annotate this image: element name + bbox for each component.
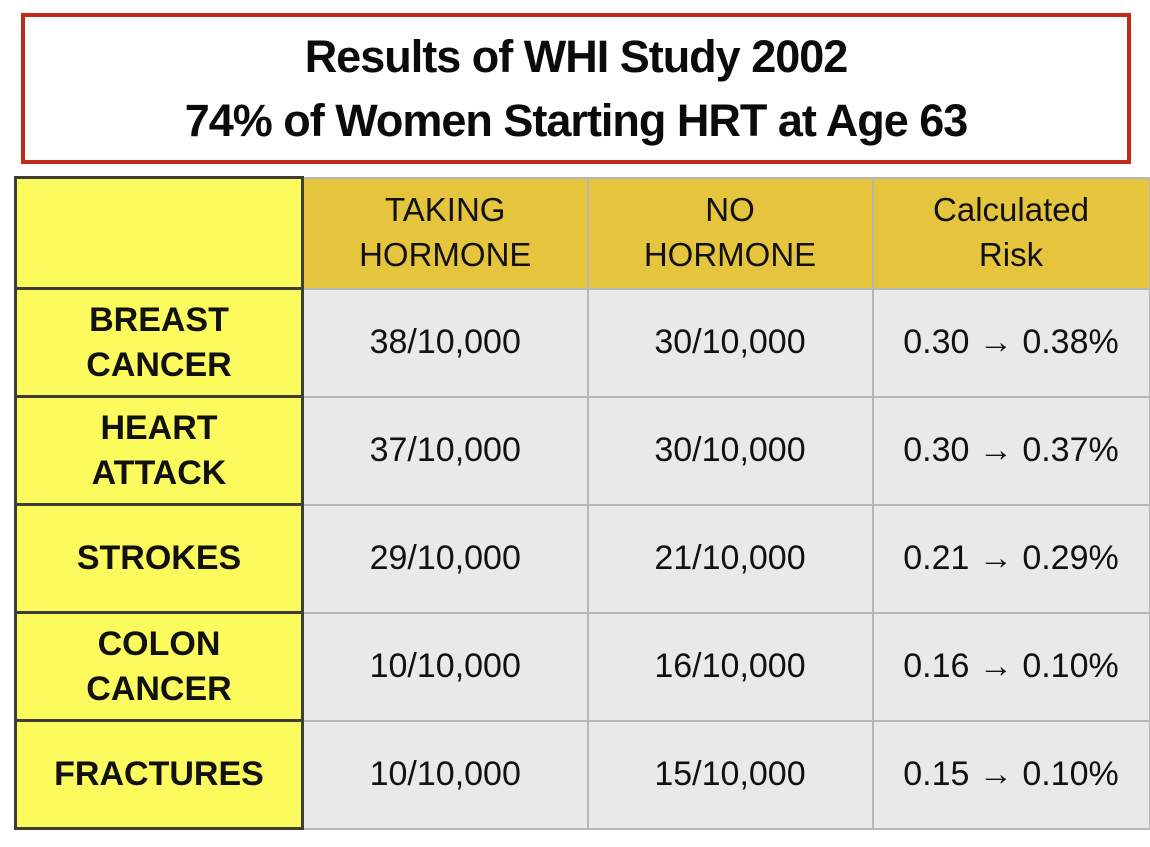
column-header-calculated-risk: Calculated Risk: [871, 176, 1150, 290]
column-header-taking-hormone-label: TAKING HORMONE: [359, 191, 532, 273]
calculated-risk-value: 0.30 → 0.37%: [871, 395, 1150, 506]
row-label-text: BREAST CANCER: [86, 300, 232, 384]
column-header-calculated-risk-label: Calculated Risk: [933, 191, 1089, 273]
taking-hormone-value: 10/10,000: [301, 719, 589, 830]
row-label-text: STROKES: [76, 539, 242, 578]
row-label-text: COLON CANCER: [86, 624, 232, 708]
title-line-2: 74% of Women Starting HRT at Age 63: [184, 94, 969, 146]
row-label: BREAST CANCER: [14, 287, 304, 398]
calculated-risk-value: 0.30 → 0.38%: [871, 287, 1150, 398]
results-table: TAKING HORMONE NO HORMONE Calculated Ris…: [14, 176, 1150, 830]
no-hormone-value: 16/10,000: [586, 611, 874, 722]
title-line-1: Results of WHI Study 2002: [304, 30, 849, 82]
column-header-taking-hormone: TAKING HORMONE: [301, 176, 589, 290]
title-box: Results of WHI Study 2002 74% of Women S…: [21, 13, 1131, 164]
no-hormone-value: 30/10,000: [586, 287, 874, 398]
taking-hormone-value: 10/10,000: [301, 611, 589, 722]
calculated-risk-value: 0.21 → 0.29%: [871, 503, 1150, 614]
taking-hormone-value: 29/10,000: [301, 503, 589, 614]
table-row-heart-attack: HEART ATTACK 37/10,000 30/10,000 0.30 → …: [14, 395, 1150, 506]
header-row: TAKING HORMONE NO HORMONE Calculated Ris…: [14, 176, 1150, 290]
row-label-text: HEART ATTACK: [91, 408, 227, 492]
row-label: HEART ATTACK: [14, 395, 304, 506]
row-label-text: FRACTURES: [54, 755, 264, 794]
column-header-no-hormone-label: NO HORMONE: [643, 191, 817, 273]
calculated-risk-value: 0.15 → 0.10%: [871, 719, 1150, 830]
corner-cell: [14, 176, 304, 290]
table-row-colon-cancer: COLON CANCER 10/10,000 16/10,000 0.16 → …: [14, 611, 1150, 722]
taking-hormone-value: 38/10,000: [301, 287, 589, 398]
row-label: STROKES: [14, 503, 304, 614]
table-row-fractures: FRACTURES 10/10,000 15/10,000 0.15 → 0.1…: [14, 719, 1150, 830]
no-hormone-value: 15/10,000: [586, 719, 874, 830]
row-label: COLON CANCER: [14, 611, 304, 722]
no-hormone-value: 30/10,000: [586, 395, 874, 506]
no-hormone-value: 21/10,000: [586, 503, 874, 614]
table-row-breast-cancer: BREAST CANCER 38/10,000 30/10,000 0.30 →…: [14, 287, 1150, 398]
calculated-risk-value: 0.16 → 0.10%: [871, 611, 1150, 722]
taking-hormone-value: 37/10,000: [301, 395, 589, 506]
row-label: FRACTURES: [14, 719, 304, 830]
column-header-no-hormone: NO HORMONE: [586, 176, 874, 290]
table-row-strokes: STROKES 29/10,000 21/10,000 0.21 → 0.29%: [14, 503, 1150, 614]
